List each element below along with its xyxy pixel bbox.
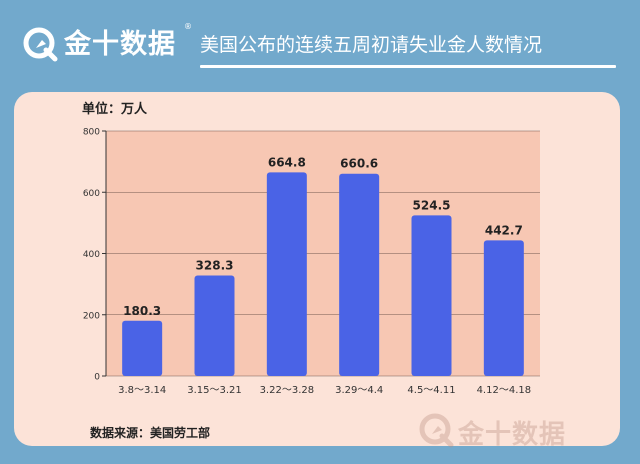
x-tick-label: 3.15～3.21 (187, 385, 242, 396)
jin10-logo-icon (23, 27, 58, 62)
y-tick-label: 800 (83, 128, 100, 138)
watermark-logo-icon (419, 413, 454, 448)
data-label: 328.3 (196, 258, 234, 272)
logo-text: 金十数据 (64, 29, 176, 60)
data-label: 660.6 (340, 157, 378, 171)
unit-label: 单位：万人 (82, 102, 148, 117)
x-tick-label: 3.29～4.4 (335, 385, 383, 396)
x-tick-label: 3.8～3.14 (118, 385, 166, 396)
watermark-text: 金十数据 (458, 420, 567, 450)
registered-mark: ® (184, 22, 192, 31)
data-label: 664.8 (268, 155, 306, 169)
bar (266, 172, 307, 376)
y-tick-label: 0 (94, 373, 100, 383)
y-tick-label: 200 (83, 311, 100, 321)
y-tick-label: 400 (83, 250, 100, 260)
header-bar: 金十数据 ® 美国公布的连续五周初请失业金人数情况 (0, 0, 640, 82)
data-label: 442.7 (485, 223, 523, 237)
watermark: 金十数据 (418, 412, 628, 452)
bar (483, 240, 524, 376)
x-tick-label: 4.12～4.18 (477, 385, 532, 396)
source-label: 数据来源：美国劳工部 (90, 426, 211, 440)
bar (122, 320, 163, 376)
x-tick-label: 4.5～4.11 (407, 385, 455, 396)
data-label: 180.3 (123, 304, 161, 318)
data-label: 524.5 (413, 198, 451, 212)
y-tick-label: 600 (83, 189, 100, 199)
bar (411, 215, 452, 376)
title-underline (200, 65, 616, 68)
x-tick-label: 3.22～3.28 (260, 385, 315, 396)
page-title: 美国公布的连续五周初请失业金人数情况 (200, 34, 543, 56)
bar (194, 275, 235, 376)
bar (339, 173, 380, 376)
